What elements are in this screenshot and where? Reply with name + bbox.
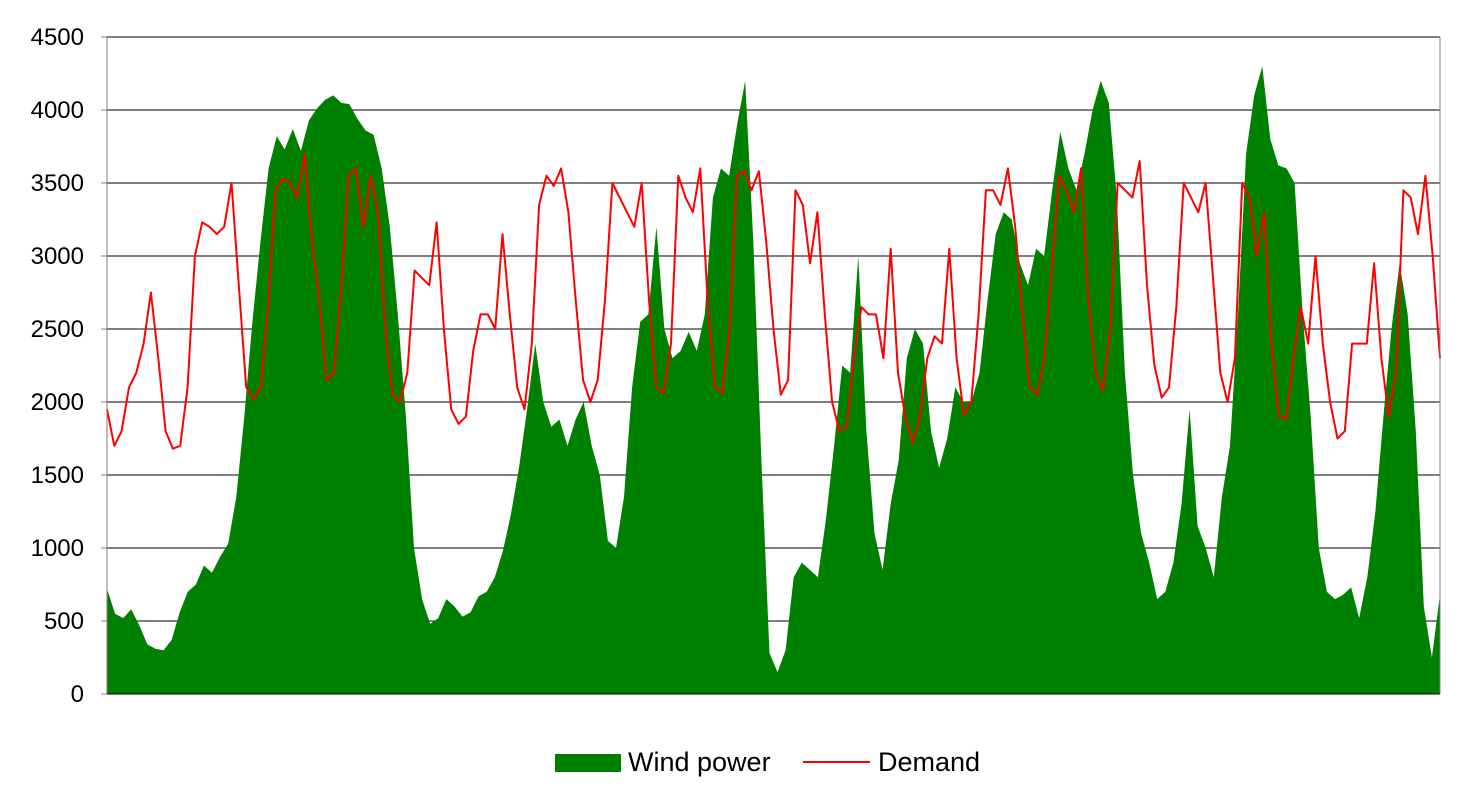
wind-power-area-layer (107, 66, 1440, 694)
y-tick-label-4000: 4000 (31, 97, 84, 124)
legend: Wind power Demand (555, 747, 980, 777)
y-tick-label-3000: 3000 (31, 243, 84, 270)
y-tick-label-500: 500 (44, 608, 84, 635)
y-tick-label-3500: 3500 (31, 170, 84, 197)
series-demand-line (106, 152, 1441, 450)
series-wind-power-area (107, 66, 1440, 694)
y-tick-label-2500: 2500 (31, 316, 84, 343)
axes (101, 36, 1441, 695)
y-axis-tick-labels: 0 500 1000 1500 2000 2500 3000 3500 4000 4500 (31, 24, 84, 708)
legend-label-demand: Demand (878, 747, 980, 777)
y-tick-label-4500: 4500 (31, 24, 84, 51)
demand-line-layer (106, 152, 1441, 450)
y-tick-label-0: 0 (71, 681, 84, 708)
y-tick-label-2000: 2000 (31, 389, 84, 416)
legend-label-wind-power: Wind power (628, 747, 771, 777)
y-tick-label-1500: 1500 (31, 462, 84, 489)
y-tick-label-1000: 1000 (31, 535, 84, 562)
legend-swatch-wind-power (555, 754, 621, 772)
